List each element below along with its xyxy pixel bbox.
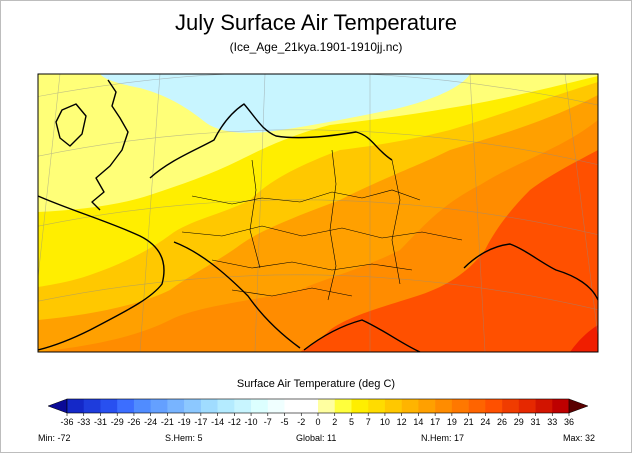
colorbar-arrow-left [47,398,68,414]
stat-global: Global: 11 [296,433,336,443]
colorbar-swatch [451,399,469,413]
colorbar-swatch [184,399,202,413]
stat-max-label: Max: [563,433,583,443]
colorbar-swatch [418,399,436,413]
colorbar-swatch [468,399,486,413]
stat-shem: S.Hem: 5 [165,433,203,443]
colorbar-swatch [384,399,402,413]
colorbar-tick-label: -21 [161,417,174,427]
colorbar-swatch [117,399,135,413]
band-red [300,150,598,352]
stat-nhem: N.Hem: 17 [421,433,464,443]
colorbar-tick-label: 0 [315,417,320,427]
colorbar-tick-label: -31 [94,417,107,427]
colorbar-swatch [67,399,85,413]
band-cold-ice [100,74,470,133]
colorbar-tick-label: -12 [228,417,241,427]
stat-min: Min: -72 [38,433,71,443]
colorbar-swatch [100,399,118,413]
colorbar-swatch [552,399,570,413]
stat-nhem-value: 17 [454,433,465,443]
colorbar-tick-label: -14 [211,417,224,427]
colorbar-swatch [401,399,419,413]
colorbar-swatch [334,399,352,413]
colorbar-tick-label: 2 [332,417,337,427]
colorbar-tick-label: 31 [531,417,541,427]
colorbar-tick-label: -5 [281,417,289,427]
colorbar-swatch [368,399,386,413]
colorbar-arrow-right [568,398,589,414]
colorbar-tick-label: -26 [127,417,140,427]
colorbar-tick-label: 36 [564,417,574,427]
coastlines [38,79,598,352]
colorbar-tick-label: -17 [194,417,207,427]
colorbar-tick-label: -10 [245,417,258,427]
chart-title: July Surface Air Temperature [174,10,458,35]
colorbar-tick-label: 5 [349,417,354,427]
colorbar-swatch [133,399,151,413]
country-borders [181,149,463,301]
map-border [37,73,599,353]
band-pale-yellow [38,74,598,212]
colorbar-tick-label: -36 [60,417,73,427]
stat-shem-value: 5 [197,433,203,443]
colorbar-tick-label: 29 [514,417,524,427]
stat-shem-label: S.Hem: [165,433,196,443]
colorbar-swatch [267,399,285,413]
temperature-field [38,74,598,352]
colorbar-tick-label: -2 [297,417,305,427]
colorbar-tick-label: 12 [397,417,407,427]
colorbar-swatch [318,399,336,413]
colorbar-tick-label: -19 [178,417,191,427]
colorbar-swatch [435,399,453,413]
colorbar-tick-label: 17 [430,417,440,427]
stat-global-label: Global: [296,433,325,443]
colorbar-swatch [284,399,302,413]
colorbar-swatch [301,399,319,413]
colorbar-tick-label: 10 [380,417,390,427]
stat-nhem-label: N.Hem: [421,433,452,443]
colorbar-title: Surface Air Temperature (deg C) [236,378,396,390]
colorbar-tick-label: 7 [366,417,371,427]
colorbar-swatch [83,399,101,413]
colorbar-tick-label: 26 [497,417,507,427]
colorbar-tick-label: -33 [77,417,90,427]
stat-max-value: 32 [585,433,596,443]
colorbar-tick-label: 14 [413,417,423,427]
colorbar-swatch [518,399,536,413]
colorbar-swatch [502,399,520,413]
colorbar-tick-label: -29 [111,417,124,427]
band-deep-red [570,325,598,352]
colorbar-swatch [351,399,369,413]
colorbar-tick-label: 21 [464,417,474,427]
colorbar: -36 -33 -31 -29 -26 -24 -21 -19 -17 -14 -12 -10 -7 -5… [47,398,589,427]
chart-subtitle: (Ice_Age_21kya.1901-1910jj.nc) [229,40,403,54]
graticule-lines [38,74,598,352]
stat-min-value: -72 [57,433,71,443]
colorbar-swatch [535,399,553,413]
stat-min-label: Min: [38,433,56,443]
colorbar-swatch [200,399,218,413]
colorbar-swatch [167,399,185,413]
colorbar-tick-label: -7 [264,417,272,427]
colorbar-tick-label: 19 [447,417,457,427]
colorbar-swatch [150,399,168,413]
stat-max: Max: 32 [563,433,595,443]
colorbar-tick-label: -24 [144,417,157,427]
colorbar-swatch [251,399,269,413]
colorbar-swatch [234,399,252,413]
colorbar-tick-label: 24 [480,417,490,427]
colorbar-tick-label: 33 [547,417,557,427]
colorbar-swatch [217,399,235,413]
colorbar-swatch [485,399,503,413]
stat-global-value: 11 [327,433,337,443]
